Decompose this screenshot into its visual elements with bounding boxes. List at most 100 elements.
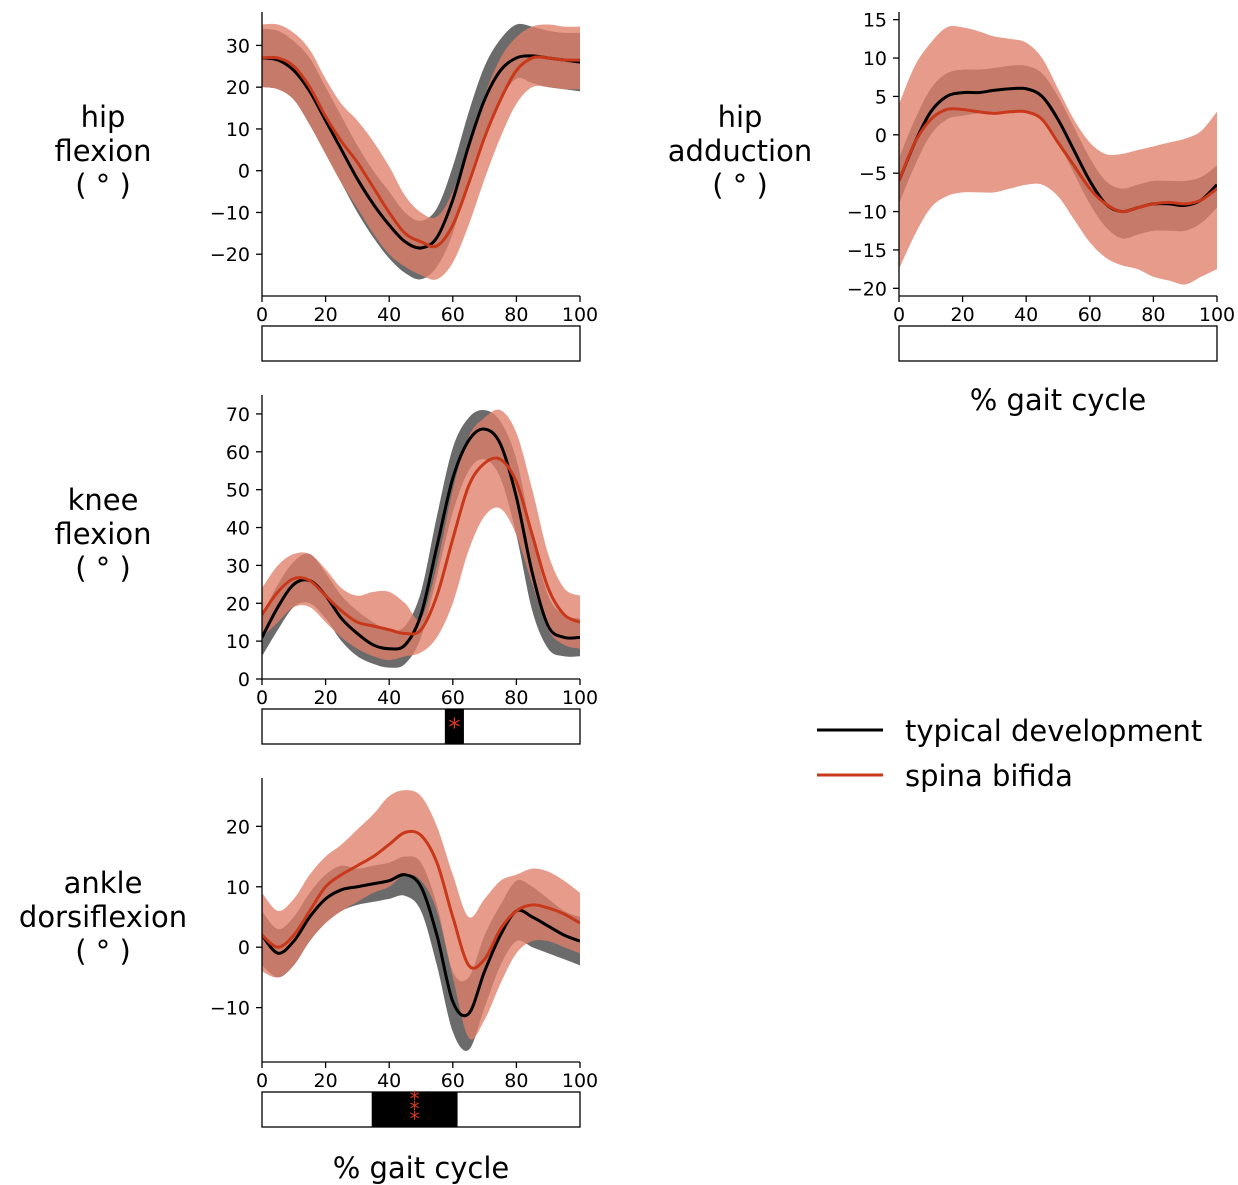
significance-region xyxy=(444,709,464,744)
y-tick-label: 10 xyxy=(226,631,250,653)
x-tick-label: 60 xyxy=(441,687,465,709)
y-tick-label: 20 xyxy=(226,593,250,615)
y-tick-label: −10 xyxy=(210,998,250,1020)
significance-star: * xyxy=(410,1087,420,1111)
y-tick-label: −10 xyxy=(210,202,250,224)
panel-label-line: flexion xyxy=(55,517,152,551)
panel-label-line: ankle xyxy=(64,866,143,900)
significance-box xyxy=(898,325,1218,362)
panel-label-line: dorsiflexion xyxy=(19,900,187,934)
panel-label-line: ( ° ) xyxy=(75,551,131,585)
band-spina-bifida xyxy=(262,790,580,1040)
significance-box xyxy=(261,325,581,362)
line-spina-bifida xyxy=(262,829,580,970)
significance-star: * xyxy=(448,714,460,742)
x-tick-label: 40 xyxy=(377,1070,401,1092)
plot-area xyxy=(262,790,580,1051)
line-typical xyxy=(262,54,580,250)
chart-hip-flexion: −20 −10 0 10 20 30 0 20 40 60 80 100 hip flexion( ° ) xyxy=(55,12,598,362)
x-tick-label: 40 xyxy=(1014,304,1038,326)
y-tick-label: −20 xyxy=(847,278,887,300)
y-tick-label: −15 xyxy=(847,240,887,262)
y-tick-label: 0 xyxy=(238,161,250,183)
y-tick-label: 30 xyxy=(226,555,250,577)
y-tick-label: 0 xyxy=(238,669,250,691)
x-tick-label: 0 xyxy=(256,687,268,709)
panel-label-line: ( ° ) xyxy=(75,934,131,968)
y-tick-label: 60 xyxy=(226,442,250,464)
y-tick-label: 70 xyxy=(226,404,250,426)
band-spina-bifida xyxy=(262,23,580,280)
significance-star: * xyxy=(410,1097,420,1121)
chart-hip-adduction: −20 −15 −10 −5 0 5 10 15 0 20 40 60 80 100 hip adductio… xyxy=(668,10,1235,417)
x-tick-label: 80 xyxy=(504,687,528,709)
legend: typical development spina bifida xyxy=(817,714,1202,793)
x-tick-label: 80 xyxy=(1141,304,1165,326)
panel-label-line: ( ° ) xyxy=(712,168,768,202)
legend-label-typical: typical development xyxy=(905,714,1202,748)
significance-region xyxy=(371,1092,458,1127)
chart-knee-flexion: 0 10 20 30 40 50 60 70 0 20 40 60 80 100 * knee flexion(… xyxy=(55,395,598,745)
x-tick-label: 40 xyxy=(377,687,401,709)
panel-label: ankle dorsiflexion( ° ) xyxy=(19,866,187,968)
x-tick-label: 0 xyxy=(256,1070,268,1092)
line-spina-bifida xyxy=(262,55,580,249)
x-tick-label: 60 xyxy=(441,1070,465,1092)
panel-label: hip adduction( ° ) xyxy=(668,100,812,202)
line-spina-bifida xyxy=(262,456,580,636)
y-tick-label: 0 xyxy=(238,937,250,959)
y-tick-label: 30 xyxy=(226,35,250,57)
x-tick-label: 40 xyxy=(377,304,401,326)
x-tick-label: 20 xyxy=(314,1070,338,1092)
plot-area xyxy=(899,26,1217,285)
x-tick-label: 20 xyxy=(314,687,338,709)
line-typical xyxy=(262,873,580,1018)
panel-label-line: adduction xyxy=(668,134,812,168)
x-tick-label: 60 xyxy=(441,304,465,326)
panel-label-line: hip xyxy=(718,100,763,134)
panel-label-line: ( ° ) xyxy=(75,168,131,202)
y-tick-label: −5 xyxy=(859,163,887,185)
y-tick-label: 40 xyxy=(226,518,250,540)
x-tick-label: 100 xyxy=(562,304,598,326)
y-tick-label: 50 xyxy=(226,480,250,502)
band-spina-bifida xyxy=(899,26,1217,285)
x-axis-label: % gait cycle xyxy=(970,383,1147,417)
y-tick-label: 20 xyxy=(226,77,250,99)
x-tick-label: 20 xyxy=(314,304,338,326)
x-tick-label: 100 xyxy=(1199,304,1235,326)
x-tick-label: 100 xyxy=(562,687,598,709)
y-tick-label: 20 xyxy=(226,816,250,838)
y-tick-label: 5 xyxy=(875,86,887,108)
x-tick-label: 60 xyxy=(1078,304,1102,326)
y-tick-label: 10 xyxy=(863,48,887,70)
panel-label-line: knee xyxy=(68,483,139,517)
y-tick-label: 10 xyxy=(226,119,250,141)
panel-label-line: hip xyxy=(81,100,126,134)
chart-ankle-dorsiflexion: −10 0 10 20 0 20 40 60 80 100 *** ankle dorsiflexion… xyxy=(19,778,598,1185)
significance-star: * xyxy=(410,1107,420,1131)
band-spina-bifida xyxy=(262,409,580,661)
line-spina-bifida xyxy=(899,107,1217,214)
panel-label: knee flexion( ° ) xyxy=(55,483,152,585)
y-tick-label: 10 xyxy=(226,877,250,899)
y-tick-label: −10 xyxy=(847,202,887,224)
y-tick-label: 15 xyxy=(863,10,887,32)
plot-area xyxy=(262,23,580,280)
x-tick-label: 80 xyxy=(504,304,528,326)
panel-label: hip flexion( ° ) xyxy=(55,100,152,202)
significance-box xyxy=(261,708,581,745)
legend-label-spina: spina bifida xyxy=(905,759,1073,793)
x-axis-label: % gait cycle xyxy=(333,1151,510,1185)
x-tick-label: 80 xyxy=(504,1070,528,1092)
plot-area xyxy=(262,409,580,668)
x-tick-label: 100 xyxy=(562,1070,598,1092)
y-tick-label: 0 xyxy=(875,125,887,147)
x-tick-label: 0 xyxy=(256,304,268,326)
y-tick-label: −20 xyxy=(210,244,250,266)
x-tick-label: 20 xyxy=(951,304,975,326)
panel-label-line: flexion xyxy=(55,134,152,168)
x-tick-label: 0 xyxy=(893,304,905,326)
